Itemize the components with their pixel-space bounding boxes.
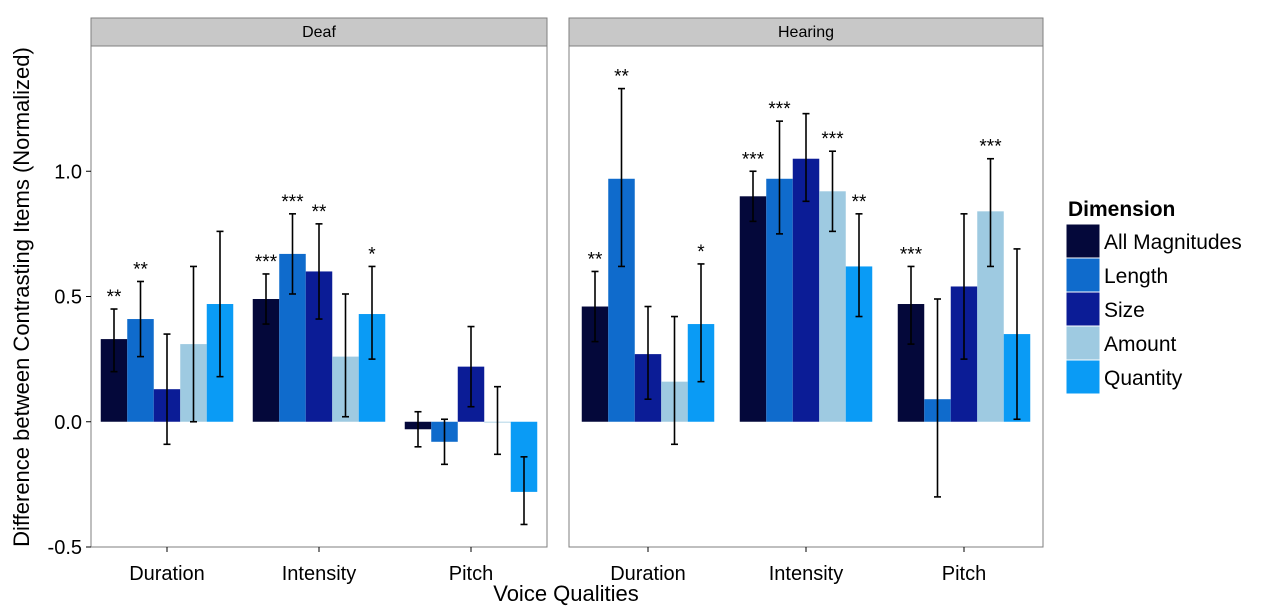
significance-label: *** — [281, 192, 304, 213]
x-tick-label: Pitch — [942, 563, 986, 585]
x-tick-label: Intensity — [769, 563, 843, 585]
facet-strip-label: Deaf — [302, 24, 336, 41]
legend-key — [1065, 359, 1101, 395]
significance-label: *** — [255, 252, 278, 273]
significance-label: *** — [768, 99, 791, 120]
legend-key — [1065, 257, 1101, 293]
legend-label: Quantity — [1104, 367, 1183, 390]
legend-key — [1065, 223, 1101, 259]
x-tick-label: Pitch — [449, 563, 493, 585]
x-tick-label: Intensity — [282, 563, 356, 585]
y-tick-label: 0.0 — [54, 412, 82, 434]
significance-label: *** — [821, 129, 844, 150]
facet-strip-label: Hearing — [778, 24, 834, 41]
facet-strip — [90, 17, 548, 47]
legend: Dimension All Magnitudes Length Size Amount… — [1065, 198, 1242, 395]
legend-label: Length — [1104, 265, 1168, 288]
significance-label: ** — [312, 202, 327, 223]
significance-label: *** — [742, 149, 765, 170]
significance-label: ** — [107, 287, 122, 308]
significance-label: ** — [133, 259, 148, 280]
bar — [792, 158, 820, 422]
significance-label: *** — [900, 244, 923, 265]
bar — [739, 196, 767, 422]
legend-key — [1065, 291, 1101, 327]
x-axis-title: Voice Qualities — [493, 581, 639, 606]
legend-label: All Magnitudes — [1104, 231, 1242, 254]
y-tick-label: 0.5 — [54, 287, 82, 309]
significance-label: ** — [588, 249, 603, 270]
legend-title: Dimension — [1068, 198, 1175, 221]
x-tick-label: Duration — [610, 563, 686, 585]
legend-label: Size — [1104, 299, 1145, 322]
y-axis-title: Difference between Contrasting Items (No… — [9, 47, 34, 547]
y-tick-label: 1.0 — [54, 161, 82, 183]
x-tick-label: Duration — [129, 563, 205, 585]
significance-label: *** — [979, 137, 1002, 158]
legend-key — [1065, 325, 1101, 361]
legend-label: Amount — [1104, 333, 1177, 356]
significance-label: * — [368, 244, 376, 265]
significance-label: ** — [852, 192, 867, 213]
significance-label: ** — [614, 67, 629, 88]
significance-label: * — [697, 242, 705, 263]
facet-strip — [568, 17, 1044, 47]
y-tick-label: -0.5 — [48, 537, 82, 559]
